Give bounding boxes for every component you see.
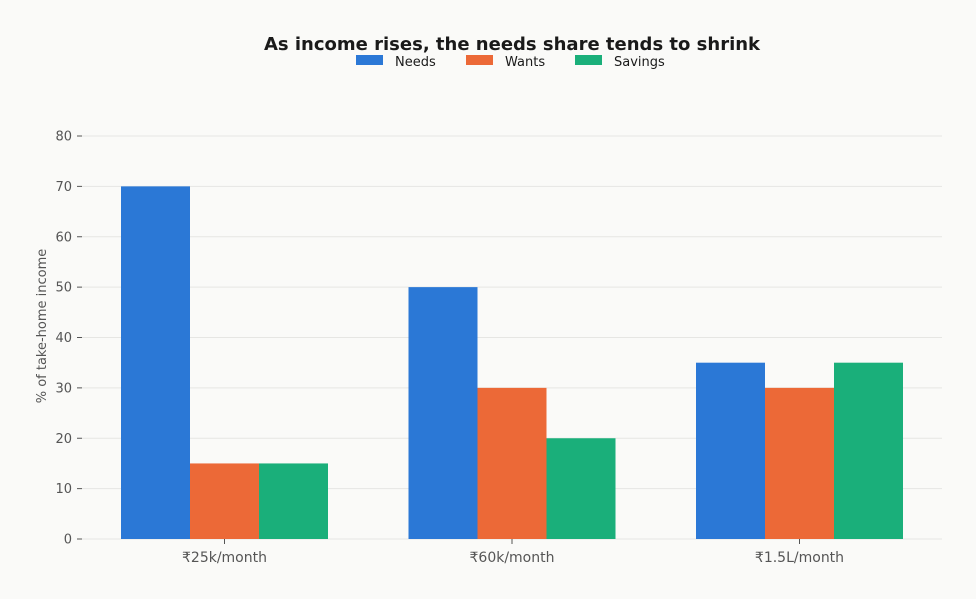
legend-label-wants: Wants [505, 55, 545, 70]
legend-label-savings: Savings [614, 55, 665, 70]
y-tick-label: 0 [64, 533, 72, 548]
bar-wants-2 [765, 387, 834, 539]
x-tick-label: ₹1.5L/month [755, 550, 844, 566]
legend-swatch-wants [466, 55, 493, 65]
bar-wants-1 [477, 387, 547, 539]
y-tick-label: 70 [55, 180, 72, 195]
legend-label-needs: Needs [395, 55, 436, 70]
x-tick-label: ₹60k/month [470, 550, 555, 566]
bar-wants-0 [190, 463, 259, 539]
bar-needs-0 [121, 186, 190, 539]
y-tick-label: 80 [55, 130, 72, 145]
y-tick-label: 60 [55, 230, 72, 245]
y-axis: 0 10 20 30 40 50 60 70 80 [55, 130, 82, 548]
bars [121, 186, 903, 539]
legend-swatch-needs [356, 55, 383, 65]
bar-savings-0 [259, 463, 328, 539]
bar-needs-1 [408, 287, 478, 539]
y-tick-label: 20 [55, 432, 72, 447]
chart-title: As income rises, the needs share tends t… [264, 34, 761, 55]
bar-savings-1 [546, 438, 616, 539]
bar-savings-2 [834, 362, 903, 539]
x-tick-label: ₹25k/month [182, 550, 267, 566]
legend-swatch-savings [575, 55, 602, 65]
y-tick-label: 40 [55, 331, 72, 346]
y-tick-label: 10 [55, 482, 72, 497]
y-axis-label: % of take-home income [35, 249, 50, 404]
y-tick-label: 50 [55, 281, 72, 296]
legend: Needs Wants Savings [356, 55, 665, 70]
x-axis: ₹25k/month ₹60k/month ₹1.5L/month [182, 539, 844, 566]
y-tick-label: 30 [55, 381, 72, 396]
bar-needs-2 [696, 362, 765, 539]
